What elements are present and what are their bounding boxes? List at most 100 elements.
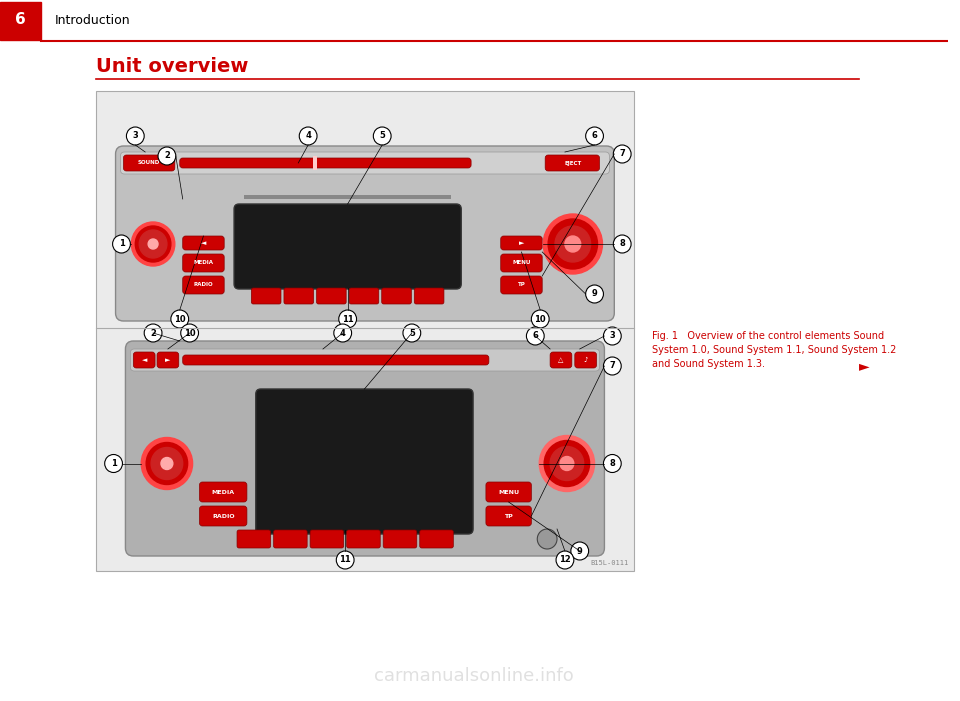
FancyBboxPatch shape	[575, 352, 596, 368]
Text: MENU: MENU	[513, 261, 531, 266]
Text: 7: 7	[619, 149, 625, 158]
Circle shape	[555, 226, 590, 262]
Text: RADIO: RADIO	[194, 283, 213, 287]
Text: 5: 5	[379, 132, 385, 140]
Text: 10: 10	[183, 329, 196, 337]
FancyBboxPatch shape	[501, 254, 542, 272]
Text: 5: 5	[409, 329, 415, 337]
Circle shape	[144, 324, 162, 342]
Text: MEDIA: MEDIA	[211, 489, 235, 494]
Circle shape	[158, 147, 176, 165]
Text: 6: 6	[591, 132, 597, 140]
Bar	[0, 2, 41, 40]
FancyBboxPatch shape	[124, 155, 175, 171]
FancyBboxPatch shape	[234, 204, 461, 289]
Bar	[96, 91, 634, 571]
Text: 2: 2	[150, 329, 156, 337]
FancyBboxPatch shape	[182, 276, 225, 294]
Circle shape	[141, 437, 193, 489]
FancyBboxPatch shape	[182, 236, 225, 250]
Circle shape	[127, 127, 144, 145]
Bar	[0, 0, 948, 41]
Text: carmanualsonline.info: carmanualsonline.info	[374, 667, 574, 685]
FancyBboxPatch shape	[420, 530, 453, 548]
Circle shape	[336, 551, 354, 569]
Circle shape	[571, 542, 588, 560]
Text: 2: 2	[164, 151, 170, 161]
Text: 1: 1	[110, 459, 116, 468]
Circle shape	[604, 454, 621, 472]
Circle shape	[146, 442, 187, 484]
Text: 4: 4	[305, 132, 311, 140]
FancyBboxPatch shape	[131, 349, 599, 371]
FancyBboxPatch shape	[180, 158, 471, 168]
Circle shape	[171, 310, 188, 328]
Text: 10: 10	[174, 315, 185, 323]
Circle shape	[132, 222, 175, 266]
Circle shape	[339, 310, 356, 328]
Text: 8: 8	[619, 240, 625, 248]
FancyBboxPatch shape	[182, 254, 225, 272]
FancyBboxPatch shape	[274, 530, 307, 548]
Circle shape	[556, 551, 574, 569]
Bar	[313, 156, 317, 170]
Circle shape	[586, 127, 604, 145]
Text: 10: 10	[535, 315, 546, 323]
Circle shape	[526, 327, 544, 345]
Circle shape	[151, 447, 182, 479]
Text: 3: 3	[132, 132, 138, 140]
Text: TP: TP	[504, 514, 513, 519]
Text: Fig. 1   Overview of the control elements Sound: Fig. 1 Overview of the control elements …	[652, 331, 884, 341]
Circle shape	[548, 219, 597, 269]
Text: ♪: ♪	[584, 357, 588, 363]
Text: 12: 12	[559, 555, 571, 564]
Text: 11: 11	[342, 315, 353, 323]
Circle shape	[540, 435, 594, 491]
Circle shape	[139, 230, 167, 258]
FancyBboxPatch shape	[383, 530, 417, 548]
Circle shape	[586, 285, 604, 303]
Text: and Sound System 1.3.: and Sound System 1.3.	[652, 359, 765, 369]
FancyBboxPatch shape	[486, 506, 531, 526]
Text: System 1.0, Sound System 1.1, Sound System 1.2: System 1.0, Sound System 1.1, Sound Syst…	[652, 345, 897, 355]
FancyBboxPatch shape	[310, 530, 344, 548]
FancyBboxPatch shape	[486, 482, 531, 502]
FancyBboxPatch shape	[121, 152, 610, 174]
Text: B15L-0111: B15L-0111	[590, 560, 629, 566]
FancyBboxPatch shape	[182, 355, 489, 365]
Text: △: △	[559, 357, 564, 363]
Circle shape	[403, 324, 420, 342]
Circle shape	[538, 529, 557, 549]
Text: 11: 11	[339, 555, 351, 564]
Circle shape	[148, 239, 158, 249]
Text: ◄: ◄	[201, 240, 206, 246]
Circle shape	[112, 235, 131, 253]
Bar	[244, 195, 451, 199]
Text: EJECT: EJECT	[564, 161, 582, 165]
FancyBboxPatch shape	[237, 530, 271, 548]
Text: 6: 6	[15, 13, 26, 27]
FancyBboxPatch shape	[382, 288, 411, 304]
Circle shape	[613, 145, 631, 163]
FancyBboxPatch shape	[255, 389, 473, 534]
Text: 7: 7	[610, 362, 615, 371]
Text: MENU: MENU	[498, 489, 519, 494]
Text: ►: ►	[859, 359, 870, 373]
Text: ►: ►	[518, 240, 524, 246]
FancyBboxPatch shape	[501, 276, 542, 294]
FancyBboxPatch shape	[545, 155, 599, 171]
Text: TP: TP	[517, 283, 525, 287]
FancyBboxPatch shape	[349, 288, 379, 304]
Circle shape	[550, 447, 584, 480]
Text: ►: ►	[165, 357, 171, 363]
Text: MEDIA: MEDIA	[194, 261, 213, 266]
Text: SOUND: SOUND	[138, 161, 160, 165]
Circle shape	[544, 440, 589, 486]
Text: 8: 8	[610, 459, 615, 468]
Text: Unit overview: Unit overview	[96, 57, 249, 76]
Circle shape	[543, 214, 603, 274]
Circle shape	[560, 456, 574, 470]
Text: 4: 4	[340, 329, 346, 337]
FancyBboxPatch shape	[200, 506, 247, 526]
Circle shape	[300, 127, 317, 145]
